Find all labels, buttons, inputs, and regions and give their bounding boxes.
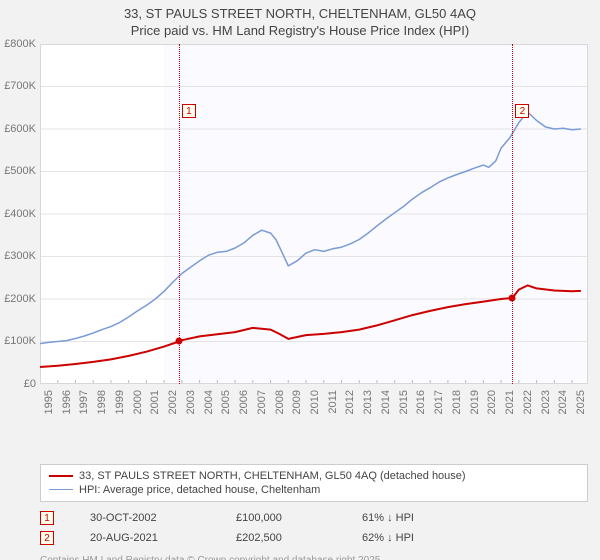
legend-row: 33, ST PAULS STREET NORTH, CHELTENHAM, G…: [49, 469, 579, 483]
y-tick-label: £100K: [0, 335, 36, 347]
x-tick-label: 2000: [132, 390, 144, 414]
y-tick-label: £300K: [0, 250, 36, 262]
x-tick-label: 2008: [274, 390, 286, 414]
legend-label: HPI: Average price, detached house, Chel…: [79, 484, 320, 496]
plot-area: 12: [40, 44, 588, 384]
x-tick-label: 2009: [291, 390, 303, 414]
x-tick-label: 2011: [327, 390, 339, 414]
legend-label: 33, ST PAULS STREET NORTH, CHELTENHAM, G…: [79, 470, 466, 482]
sale-marker-dot: [175, 338, 182, 345]
sales-row-date: 20-AUG-2021: [90, 532, 200, 544]
x-tick-label: 2005: [220, 390, 232, 414]
x-tick-label: 2025: [575, 390, 587, 414]
y-tick-label: £400K: [0, 208, 36, 220]
sale-marker-box: 1: [182, 104, 196, 118]
x-tick-label: 2017: [433, 390, 445, 414]
x-tick-label: 2002: [167, 390, 179, 414]
x-tick-label: 2022: [522, 390, 534, 414]
sales-row-marker: 2: [40, 531, 54, 545]
x-axis-labels: 1995 1996 1997 1998 1999 2000 2001 2002 2003 2004…: [40, 388, 588, 428]
title-block: 33, ST PAULS STREET NORTH, CHELTENHAM, G…: [0, 0, 600, 40]
legend-swatch: [49, 475, 73, 477]
x-tick-label: 2023: [540, 390, 552, 414]
x-tick-label: 2003: [185, 390, 197, 414]
sales-row-vs-hpi: 61% ↓ HPI: [362, 512, 414, 524]
x-tick-label: 1999: [114, 390, 126, 414]
sales-row-marker: 1: [40, 511, 54, 525]
x-tick-label: 1996: [61, 390, 73, 414]
chart-container: 33, ST PAULS STREET NORTH, CHELTENHAM, G…: [0, 0, 600, 560]
y-tick-label: £600K: [0, 123, 36, 135]
sales-row-date: 30-OCT-2002: [90, 512, 200, 524]
sales-row-vs-hpi: 62% ↓ HPI: [362, 532, 414, 544]
sales-row: 2 20-AUG-2021 £202,500 62% ↓ HPI: [40, 528, 588, 548]
x-tick-label: 1998: [96, 390, 108, 414]
x-tick-label: 2012: [344, 390, 356, 414]
y-tick-label: £700K: [0, 80, 36, 92]
x-tick-label: 1995: [43, 390, 55, 414]
series-price_paid: [40, 285, 581, 367]
sales-table: 1 30-OCT-2002 £100,000 61% ↓ HPI 2 20-AUG-202…: [40, 508, 588, 548]
chart-area: 12 1995199619971998199920002001200220032…: [40, 44, 588, 424]
title-line-1: 33, ST PAULS STREET NORTH, CHELTENHAM, G…: [0, 6, 600, 23]
legend-swatch: [49, 489, 73, 490]
data-lines: [40, 44, 588, 384]
x-tick-label: 1997: [78, 390, 90, 414]
copyright: Contains HM Land Registry data © Crown c…: [40, 554, 588, 560]
legend: 33, ST PAULS STREET NORTH, CHELTENHAM, G…: [40, 464, 588, 502]
copyright-line-1: Contains HM Land Registry data © Crown c…: [40, 554, 588, 560]
series-hpi: [40, 112, 581, 344]
legend-row: HPI: Average price, detached house, Chel…: [49, 483, 579, 497]
x-tick-label: 2018: [451, 390, 463, 414]
y-tick-label: £800K: [0, 38, 36, 50]
y-tick-label: £200K: [0, 293, 36, 305]
sales-row-price: £100,000: [236, 512, 326, 524]
y-tick-label: £500K: [0, 165, 36, 177]
x-tick-label: 2010: [309, 390, 321, 414]
sales-row: 1 30-OCT-2002 £100,000 61% ↓ HPI: [40, 508, 588, 528]
x-tick-label: 2014: [380, 390, 392, 414]
sales-row-price: £202,500: [236, 532, 326, 544]
x-tick-label: 2021: [504, 390, 516, 414]
sale-marker-line: [512, 44, 513, 384]
x-tick-label: 2020: [486, 390, 498, 414]
x-tick-label: 2024: [557, 390, 569, 414]
x-tick-label: 2015: [398, 390, 410, 414]
y-tick-label: £0: [0, 378, 36, 390]
x-tick-label: 2019: [469, 390, 481, 414]
x-tick-label: 2006: [238, 390, 250, 414]
x-tick-label: 2016: [415, 390, 427, 414]
x-tick-label: 2013: [362, 390, 374, 414]
x-tick-label: 2004: [203, 390, 215, 414]
x-tick-label: 2007: [256, 390, 268, 414]
title-line-2: Price paid vs. HM Land Registry's House …: [0, 23, 600, 40]
sale-marker-box: 2: [515, 104, 529, 118]
x-tick-label: 2001: [149, 390, 161, 414]
sale-marker-line: [179, 44, 180, 384]
sale-marker-dot: [509, 294, 516, 301]
